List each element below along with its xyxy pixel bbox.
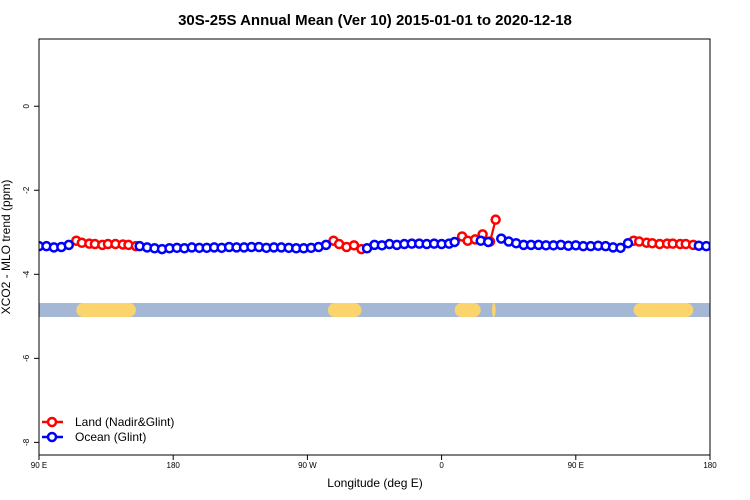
x-tick-label: 90 E xyxy=(568,461,584,470)
x-axis: 90 E 180 90 W 0 90 E 180 xyxy=(31,455,717,470)
y-tick-label: -8 xyxy=(22,438,31,446)
y-axis: 0 -2 -4 -6 -8 xyxy=(22,103,39,446)
y-axis-label: XCO2 - MLO trend (ppm) xyxy=(0,180,13,315)
land-span-2 xyxy=(454,303,481,318)
legend-label-ocean: Ocean (Glint) xyxy=(75,430,146,444)
plot-frame xyxy=(38,38,711,456)
series-land xyxy=(71,214,699,255)
y-tick-label: 0 xyxy=(22,103,31,108)
x-tick-label: 180 xyxy=(703,461,717,470)
data-point-ocean xyxy=(622,237,634,249)
data-point-ocean xyxy=(708,243,710,251)
land-span-3 xyxy=(491,303,496,318)
data-point-ocean xyxy=(717,245,725,253)
legend-marker-ocean xyxy=(46,431,58,443)
land-ocean-band xyxy=(39,303,710,318)
data-point-ocean xyxy=(701,240,710,252)
x-axis-label: Longitude (deg E) xyxy=(327,476,422,490)
land-span-4 xyxy=(633,303,694,318)
x-tick-label: 90 W xyxy=(298,461,317,470)
y-tick-label: -4 xyxy=(22,270,31,278)
legend-label-land: Land (Nadir&Glint) xyxy=(75,415,174,429)
x-tick-label: 180 xyxy=(167,461,181,470)
y-tick-label: -2 xyxy=(22,186,31,194)
x-tick-label: 0 xyxy=(439,461,444,470)
data-point-ocean xyxy=(615,242,626,254)
legend-marker-land xyxy=(46,416,58,428)
data-point-ocean xyxy=(320,239,332,251)
x-tick-label: 90 E xyxy=(31,461,47,470)
land-span-0 xyxy=(76,303,136,318)
data-point-land xyxy=(490,214,501,225)
chart-title: 30S-25S Annual Mean (Ver 10) 2015-01-01 … xyxy=(178,12,572,29)
data-point-ocean xyxy=(449,236,460,248)
series-layer xyxy=(39,214,733,255)
data-point-ocean xyxy=(725,244,733,252)
data-point-ocean xyxy=(63,239,75,251)
ocean-band xyxy=(39,303,710,318)
land-span-1 xyxy=(327,303,362,318)
legend: Land (Nadir&Glint) Ocean (Glint) xyxy=(42,415,174,444)
y-tick-label: -6 xyxy=(22,354,31,362)
series-ocean xyxy=(39,233,733,255)
data-point-ocean xyxy=(482,236,494,248)
